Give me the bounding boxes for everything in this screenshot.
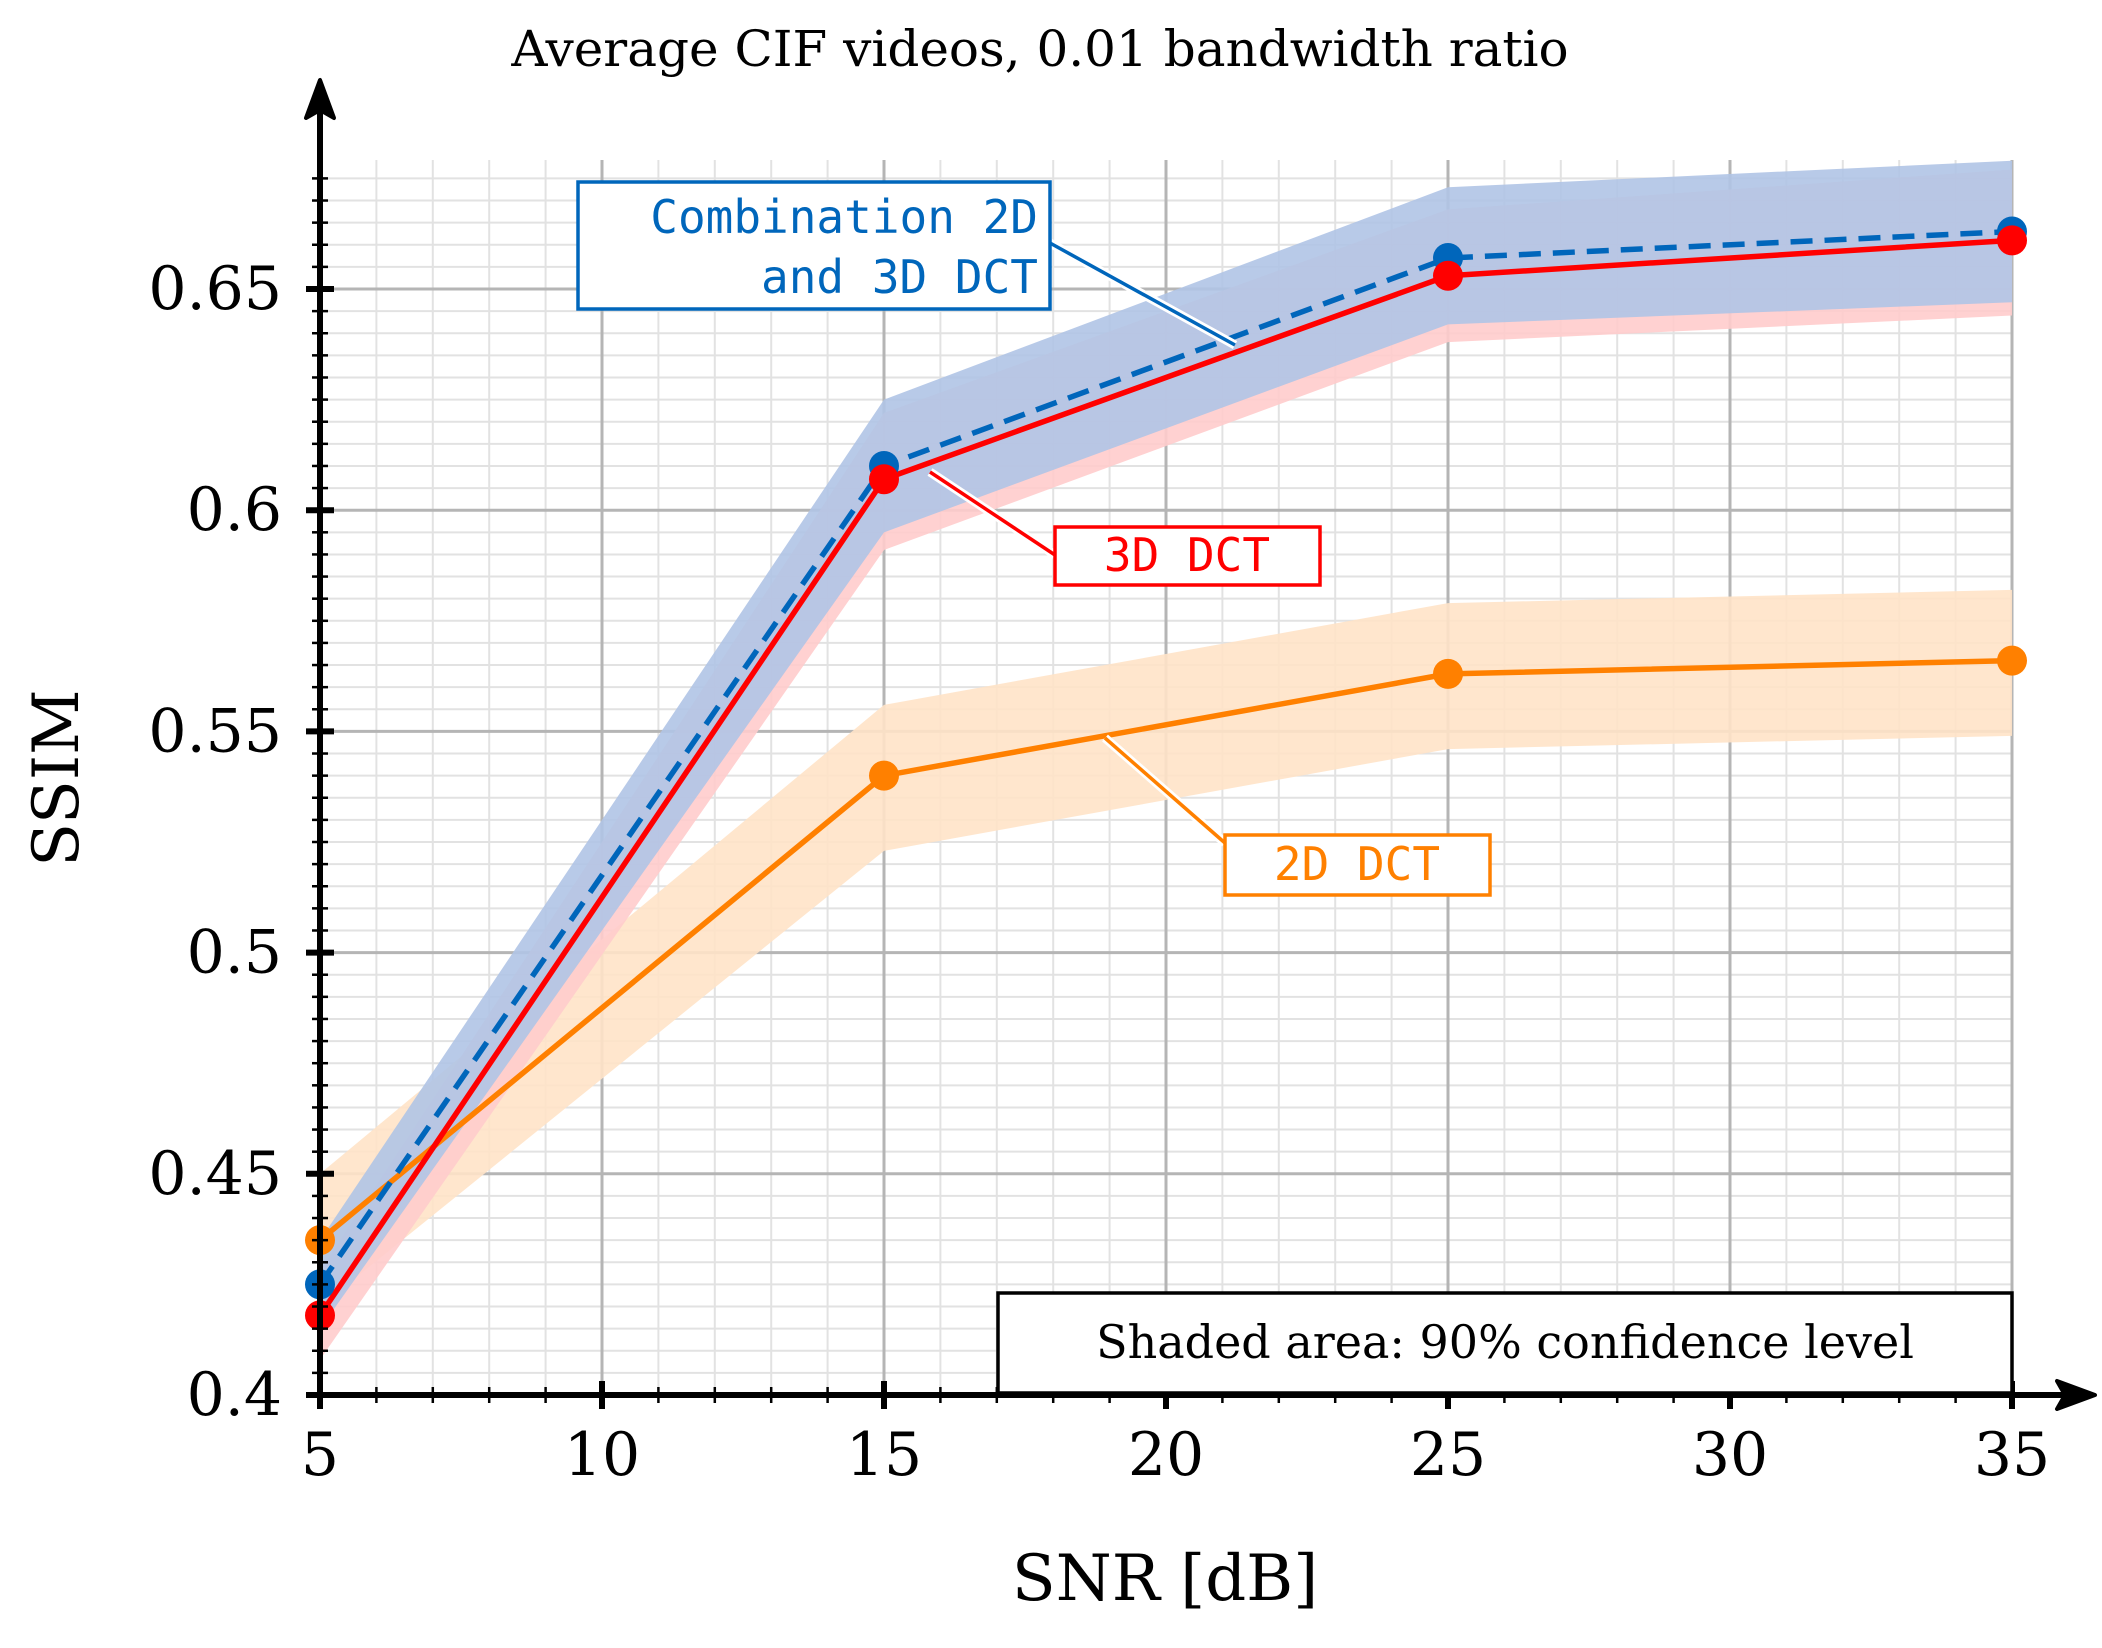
confidence-band: [320, 589, 2012, 1307]
label-3d-dct: 3D DCT: [1053, 525, 1322, 587]
series-points: [305, 216, 2027, 1331]
leader-3d-dct: [929, 470, 1056, 557]
chart-title: Average CIF videos, 0.01 bandwidth ratio: [510, 20, 1568, 78]
y-tick-label: 0.65: [148, 254, 282, 324]
y-tick-label: 0.5: [187, 918, 282, 988]
x-tick-label: 30: [1692, 1420, 1768, 1490]
data-point: [1997, 225, 2027, 256]
y-tick-label: 0.6: [187, 475, 282, 545]
data-point: [869, 464, 899, 495]
x-tick-label: 25: [1410, 1420, 1486, 1490]
confidence-bands: [320, 160, 2012, 1360]
leader-combination: [1049, 241, 1236, 347]
label-combination-line1: Combination 2D: [650, 190, 1038, 244]
x-tick-label: 20: [1128, 1420, 1204, 1490]
confidence-note: Shaded area: 90% confidence level: [996, 1291, 2014, 1395]
y-axis-label: SSIM: [20, 689, 94, 866]
data-point: [1997, 645, 2027, 676]
confidence-band: [320, 160, 2012, 1329]
y-tick-label: 0.4: [187, 1360, 282, 1430]
label-2d-dct-text: 2D DCT: [1274, 837, 1440, 891]
y-axis-arrow: [304, 78, 336, 120]
x-tick-label: 5: [301, 1420, 339, 1490]
series-line: [318, 657, 2013, 1243]
y-tick-label: 0.55: [148, 696, 282, 766]
label-combination: Combination 2D and 3D DCT: [576, 180, 1052, 311]
data-point: [869, 760, 899, 791]
x-tick-label: 10: [564, 1420, 640, 1490]
label-combination-line2: and 3D DCT: [761, 250, 1038, 304]
data-point: [1433, 260, 1463, 291]
x-axis-label: SNR [dB]: [1012, 1542, 1318, 1616]
series-line: [317, 228, 2013, 1286]
ticks: 5 10 15 20 25 30 35 0.4 0.45 0.5 0.55 0.6 0.65: [148, 177, 2050, 1490]
leader-2d-dct: [1103, 736, 1227, 845]
confidence-note-text: Shaded area: 90% confidence level: [1096, 1315, 1914, 1369]
series-lines: [317, 228, 2013, 1317]
x-tick-label: 35: [1974, 1420, 2050, 1490]
x-tick-label: 15: [846, 1420, 922, 1490]
label-2d-dct: 2D DCT: [1223, 833, 1492, 897]
x-axis-arrow: [2055, 1379, 2097, 1411]
callout-leaders: [927, 239, 1238, 847]
series-line: [317, 237, 2013, 1317]
data-point: [1433, 658, 1463, 689]
label-3d-dct-text: 3D DCT: [1104, 528, 1270, 582]
y-tick-label: 0.45: [148, 1139, 282, 1209]
